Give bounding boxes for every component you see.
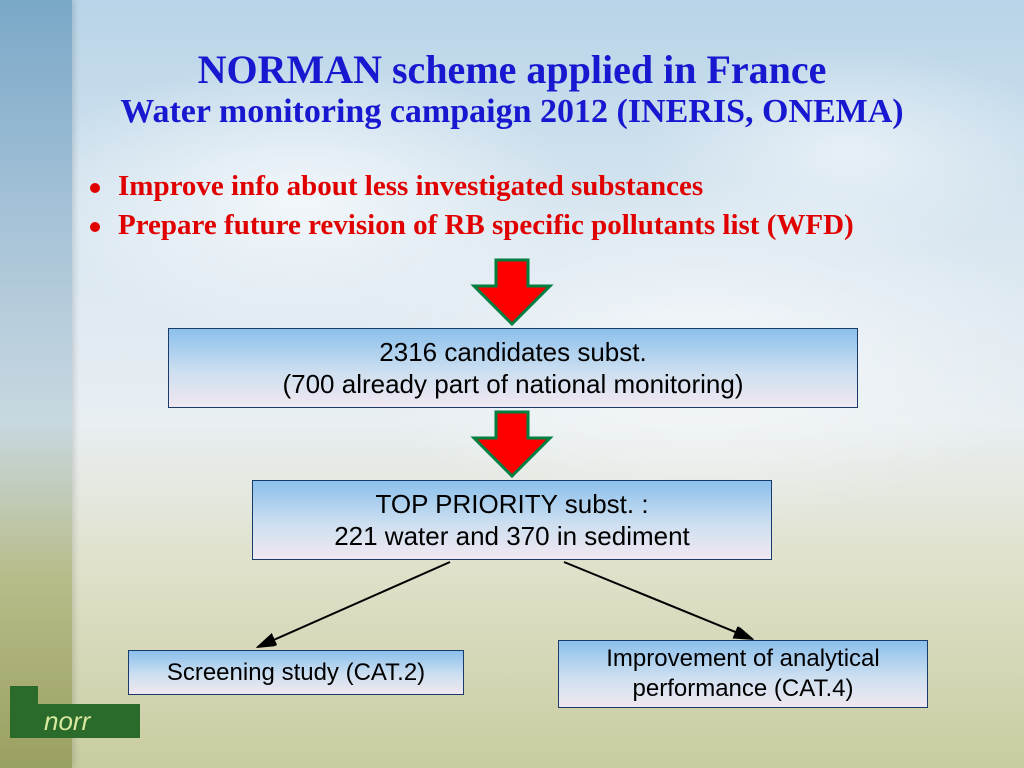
analytical-box: Improvement of analytical performance (C…	[558, 640, 928, 708]
logo-text: norr	[44, 706, 92, 736]
norman-logo: norr	[10, 686, 150, 746]
candidates-line2: (700 already part of national monitoring…	[282, 368, 743, 401]
down-arrow-icon	[470, 256, 554, 328]
split-arrow-right	[560, 560, 760, 642]
bullet-list: Improve info about less investigated sub…	[90, 170, 970, 248]
analytical-line2: performance (CAT.4)	[633, 674, 854, 704]
screening-box: Screening study (CAT.2)	[128, 650, 464, 695]
slide-container: NORMAN scheme applied in France Water mo…	[0, 0, 1024, 768]
title-main: NORMAN scheme applied in France	[0, 46, 1024, 93]
analytical-line1: Improvement of analytical	[606, 644, 879, 674]
bullet-dot-icon	[90, 183, 100, 193]
candidates-box: 2316 candidates subst. (700 already part…	[168, 328, 858, 408]
priority-line2: 221 water and 370 in sediment	[334, 520, 690, 553]
split-arrow-left	[250, 560, 460, 650]
bullet-text: Improve info about less investigated sub…	[118, 170, 703, 203]
title-block: NORMAN scheme applied in France Water mo…	[0, 46, 1024, 131]
down-arrow-icon	[470, 408, 554, 480]
screening-text: Screening study (CAT.2)	[167, 658, 425, 688]
bullet-dot-icon	[90, 222, 100, 232]
bullet-item: Improve info about less investigated sub…	[90, 170, 970, 203]
bullet-item: Prepare future revision of RB specific p…	[90, 209, 970, 242]
bullet-text: Prepare future revision of RB specific p…	[118, 209, 854, 242]
title-subtitle: Water monitoring campaign 2012 (INERIS, …	[0, 93, 1024, 131]
priority-box: TOP PRIORITY subst. : 221 water and 370 …	[252, 480, 772, 560]
candidates-line1: 2316 candidates subst.	[379, 336, 646, 369]
priority-line1: TOP PRIORITY subst. :	[375, 488, 648, 521]
